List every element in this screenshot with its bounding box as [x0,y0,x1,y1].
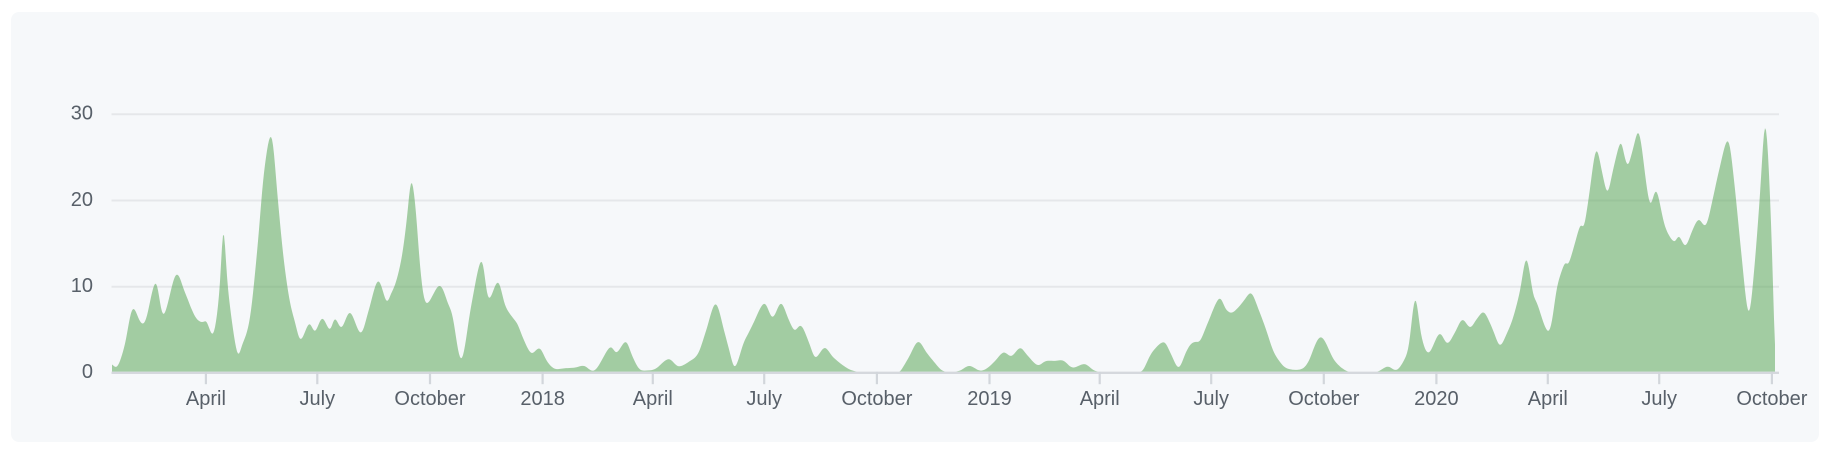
svg-text:10: 10 [71,275,93,297]
svg-text:April: April [633,388,673,410]
svg-text:20: 20 [71,189,93,211]
svg-text:2018: 2018 [520,388,565,410]
svg-text:October: October [841,388,912,410]
svg-text:October: October [1736,388,1807,410]
svg-text:0: 0 [82,361,93,383]
svg-text:July: July [1193,388,1229,410]
svg-text:April: April [1080,388,1120,410]
svg-text:April: April [1528,388,1568,410]
svg-text:July: July [1641,388,1677,410]
svg-text:April: April [186,388,226,410]
svg-text:July: July [300,388,336,410]
svg-text:2019: 2019 [967,388,1012,410]
svg-text:July: July [746,388,782,410]
svg-text:October: October [394,388,465,410]
svg-text:October: October [1288,388,1359,410]
svg-text:2020: 2020 [1414,388,1459,410]
svg-text:30: 30 [71,103,93,125]
